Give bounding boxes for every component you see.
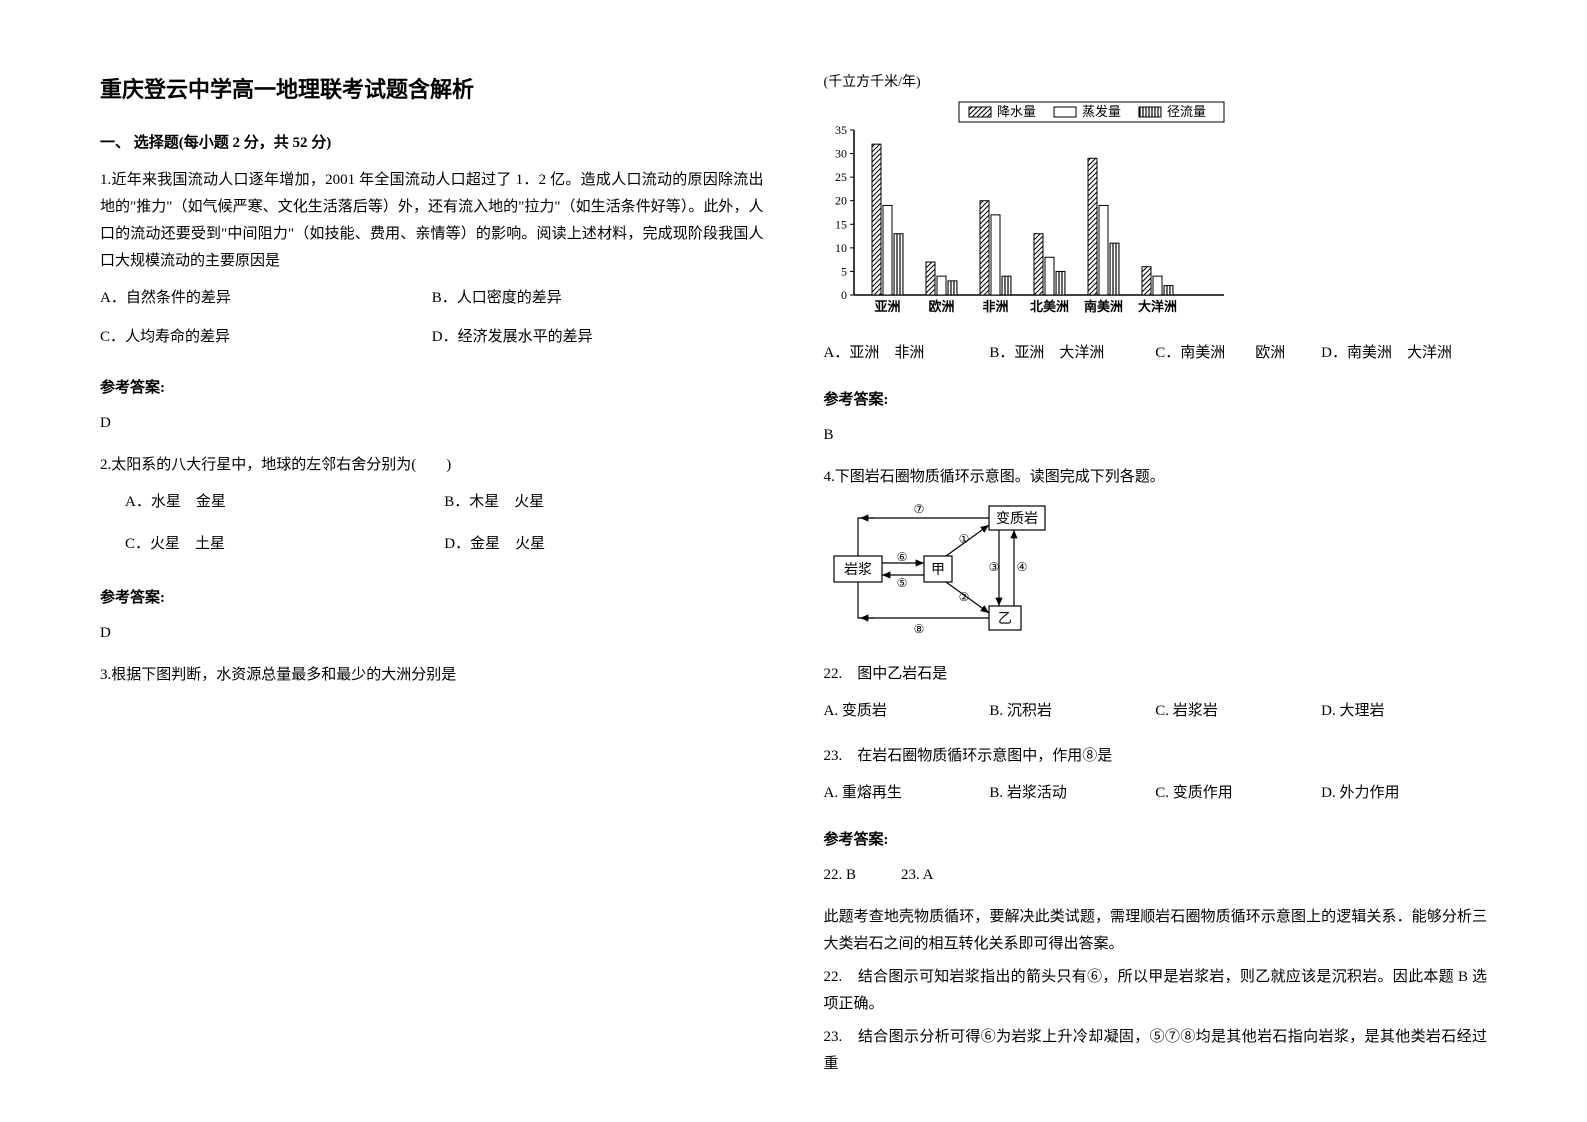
q4-sub23-options: A. 重熔再生 B. 岩浆活动 C. 变质作用 D. 外力作用 <box>824 780 1488 815</box>
svg-text:变质岩: 变质岩 <box>996 511 1038 527</box>
q1-ref-label: 参考答案: <box>100 375 764 402</box>
q3-options: A．亚洲 非洲 B．亚洲 大洋洲 C．南美洲 欧洲 D．南美洲 大洋洲 <box>824 340 1488 375</box>
q1-opt-c: C．人均寿命的差异 <box>100 324 432 351</box>
q1-opt-b: B．人口密度的差异 <box>432 285 764 312</box>
svg-text:0: 0 <box>841 288 847 302</box>
q3-ref-label: 参考答案: <box>824 387 1488 414</box>
rock-cycle-svg: 岩浆 甲 变质岩乙 ⑦ ① ⑥ ⑤ ② ③ ④ ⑧ <box>824 501 1084 641</box>
svg-text:南美洲: 南美洲 <box>1083 299 1122 314</box>
svg-text:15: 15 <box>835 217 847 231</box>
q2-answer: D <box>100 620 764 647</box>
q2-options: A．水星 金星 B．木星 火星 C．火星 土星 D．金星 火星 <box>100 489 764 573</box>
q3-body: 3.根据下图判断，水资源总量最多和最少的大洲分别是 <box>100 662 764 689</box>
svg-text:①: ① <box>958 532 969 546</box>
q4-22-opt-d: D. 大理岩 <box>1321 698 1487 725</box>
svg-text:③: ③ <box>988 560 999 574</box>
svg-text:⑤: ⑤ <box>896 576 907 590</box>
svg-text:35: 35 <box>835 123 847 137</box>
svg-text:非洲: 非洲 <box>982 299 1008 314</box>
svg-text:5: 5 <box>841 265 847 279</box>
svg-text:岩浆: 岩浆 <box>844 562 872 578</box>
q2-opt-a: A．水星 金星 <box>125 489 444 516</box>
svg-text:乙: 乙 <box>998 611 1012 627</box>
q4-sub22: 22. 图中乙岩石是 <box>824 661 1488 688</box>
q4-22-opt-c: C. 岩浆岩 <box>1155 698 1321 725</box>
svg-text:甲: 甲 <box>931 563 945 578</box>
q1-body: 1.近年来我国流动人口逐年增加，2001 年全国流动人口超过了 1．2 亿。造成… <box>100 167 764 275</box>
q4-answer: 22. B 23. A <box>824 862 1488 889</box>
q2-opt-c: C．火星 土星 <box>125 531 444 558</box>
svg-text:②: ② <box>958 590 969 604</box>
svg-text:30: 30 <box>835 147 847 161</box>
svg-text:降水量: 降水量 <box>997 104 1036 119</box>
q3-opt-c: C．南美洲 欧洲 <box>1155 340 1321 367</box>
q4-22-opt-b: B. 沉积岩 <box>989 698 1155 725</box>
q3-opt-a: A．亚洲 非洲 <box>824 340 990 367</box>
q1-opt-d: D．经济发展水平的差异 <box>432 324 764 351</box>
q4-sub23: 23. 在岩石圈物质循环示意图中，作用⑧是 <box>824 743 1488 770</box>
q1-options: A．自然条件的差异 B．人口密度的差异 C．人均寿命的差异 D．经济发展水平的差… <box>100 285 764 363</box>
svg-text:欧洲: 欧洲 <box>928 299 954 314</box>
svg-text:北美洲: 北美洲 <box>1029 299 1068 314</box>
q4-23-opt-b: B. 岩浆活动 <box>989 780 1155 807</box>
q1-answer: D <box>100 410 764 437</box>
q4-exp3: 23. 结合图示分析可得⑥为岩浆上升冷却凝固，⑤⑦⑧均是其他岩石指向岩浆，是其他… <box>824 1024 1488 1078</box>
svg-text:大洋洲: 大洋洲 <box>1137 299 1176 314</box>
q4-23-opt-a: A. 重熔再生 <box>824 780 990 807</box>
svg-text:25: 25 <box>835 170 847 184</box>
svg-text:⑦: ⑦ <box>913 502 924 516</box>
q3-answer: B <box>824 422 1488 449</box>
section-header: 一、 选择题(每小题 2 分，共 52 分) <box>100 130 764 157</box>
q4-exp2: 22. 结合图示可知岩浆指出的箭头只有⑥，所以甲是岩浆岩，则乙就应该是沉积岩。因… <box>824 964 1488 1018</box>
q4-23-opt-c: C. 变质作用 <box>1155 780 1321 807</box>
svg-text:蒸发量: 蒸发量 <box>1082 104 1121 119</box>
right-column: (千立方千米/年) 降水量 蒸发量 径流量 0 5 10 15 20 25 30 35 亚洲 欧洲 非洲 北… <box>824 70 1488 1052</box>
page-title: 重庆登云中学高一地理联考试题含解析 <box>100 70 764 110</box>
svg-text:径流量: 径流量 <box>1167 104 1206 119</box>
left-column: 重庆登云中学高一地理联考试题含解析 一、 选择题(每小题 2 分，共 52 分)… <box>100 70 764 1052</box>
svg-text:20: 20 <box>835 194 847 208</box>
q4-sub22-options: A. 变质岩 B. 沉积岩 C. 岩浆岩 D. 大理岩 <box>824 698 1488 733</box>
q2-opt-b: B．木星 火星 <box>444 489 763 516</box>
svg-text:④: ④ <box>1016 560 1027 574</box>
water-chart-svg: 降水量 蒸发量 径流量 0 5 10 15 20 25 30 35 亚洲 欧洲 非洲 北美洲南美洲大洋洲 <box>824 100 1234 320</box>
q4-exp1: 此题考查地壳物质循环，要解决此类试题，需理顺岩石圈物质循环示意图上的逻辑关系．能… <box>824 904 1488 958</box>
q1-opt-a: A．自然条件的差异 <box>100 285 432 312</box>
rock-cycle-diagram: 岩浆 甲 变质岩乙 ⑦ ① ⑥ ⑤ ② ③ ④ ⑧ <box>824 501 1488 651</box>
water-chart: (千立方千米/年) 降水量 蒸发量 径流量 0 5 10 15 20 25 30 35 亚洲 欧洲 非洲 北… <box>824 70 1488 330</box>
q4-22-opt-a: A. 变质岩 <box>824 698 990 725</box>
q2-opt-d: D．金星 火星 <box>444 531 763 558</box>
svg-text:10: 10 <box>835 241 847 255</box>
q3-opt-d: D．南美洲 大洋洲 <box>1321 340 1487 367</box>
q2-ref-label: 参考答案: <box>100 585 764 612</box>
q3-opt-b: B．亚洲 大洋洲 <box>989 340 1155 367</box>
svg-text:⑧: ⑧ <box>913 622 924 636</box>
q4-body: 4.下图岩石圈物质循环示意图。读图完成下列各题。 <box>824 464 1488 491</box>
svg-text:⑥: ⑥ <box>896 550 907 564</box>
chart-axis-title: (千立方千米/年) <box>824 70 1488 95</box>
svg-text:亚洲: 亚洲 <box>874 299 900 314</box>
q4-ref-label: 参考答案: <box>824 827 1488 854</box>
q4-23-opt-d: D. 外力作用 <box>1321 780 1487 807</box>
q2-body: 2.太阳系的八大行星中，地球的左邻右舍分别为( ) <box>100 452 764 479</box>
